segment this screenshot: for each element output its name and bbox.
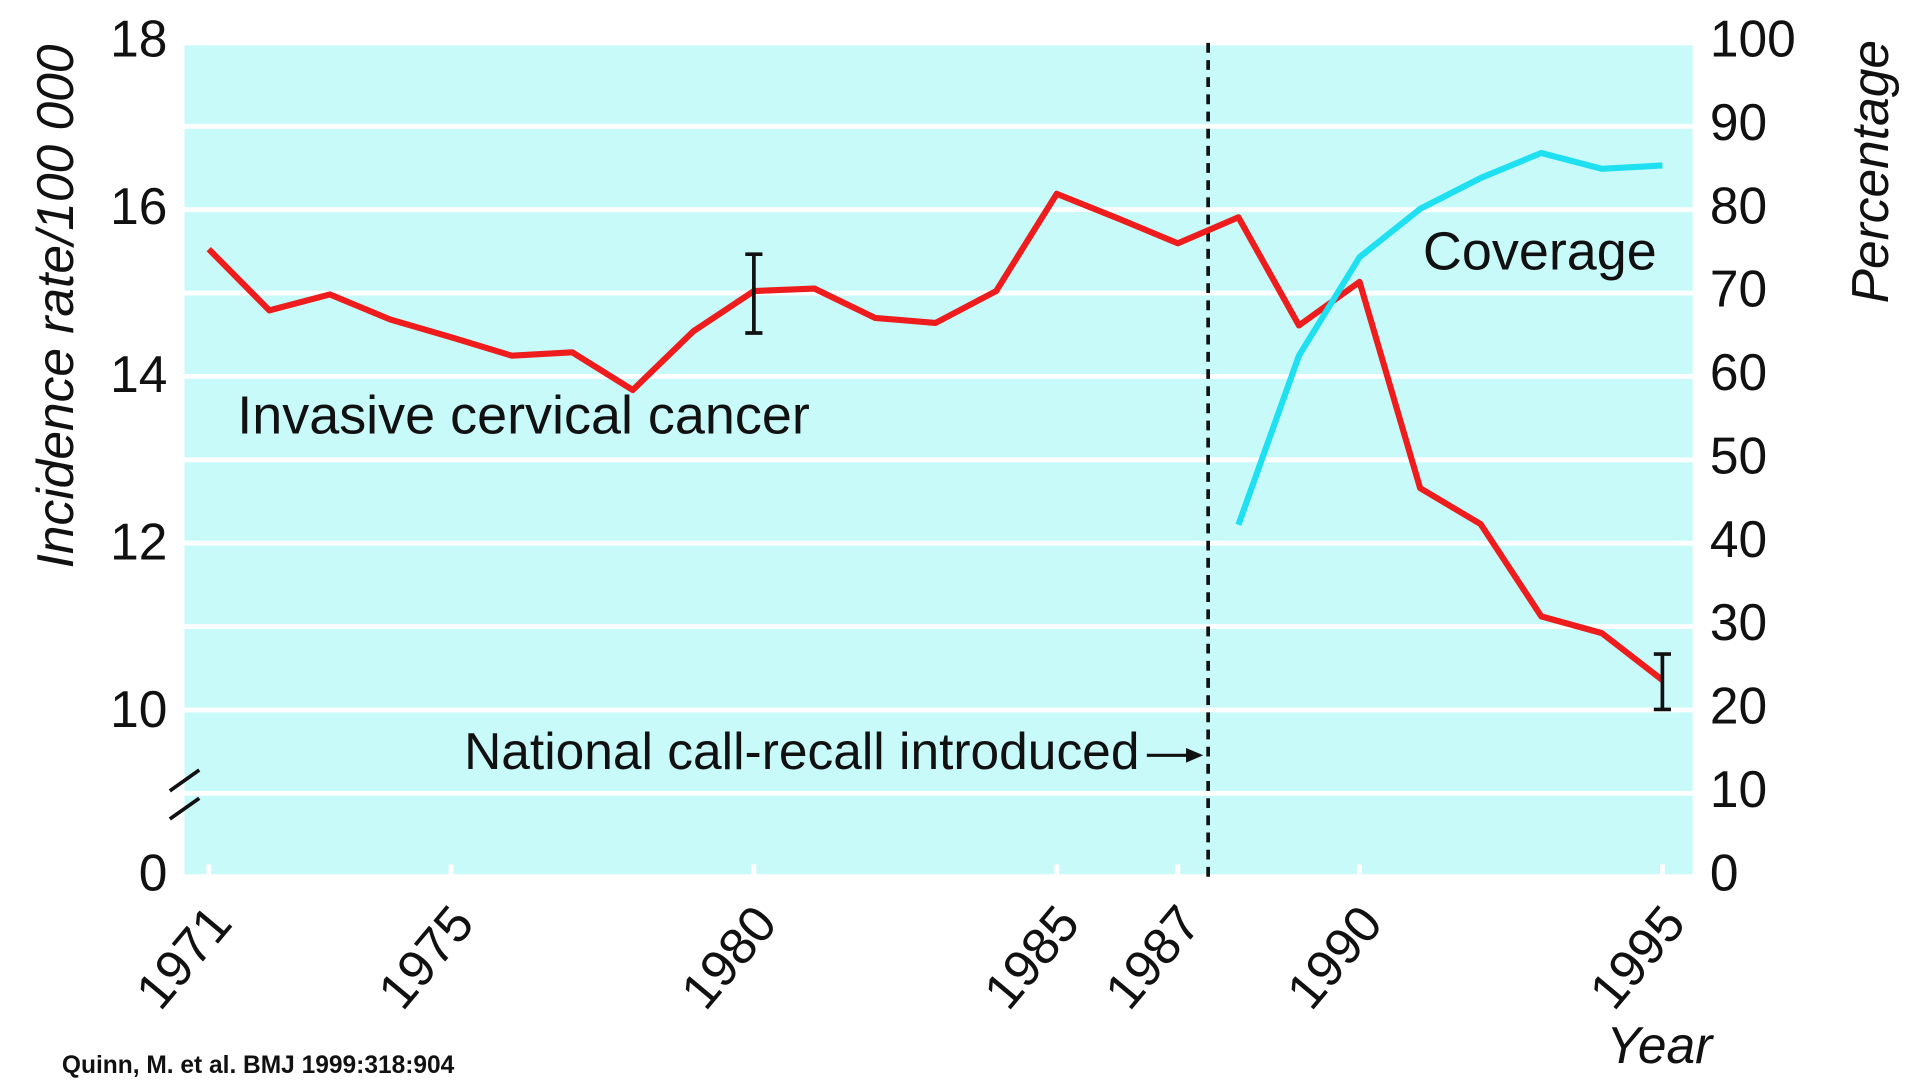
- series-line: [1235, 149, 1663, 526]
- y2-tick-label: 90: [1710, 93, 1767, 151]
- axis-break: [168, 768, 201, 793]
- series-line: [206, 190, 1665, 683]
- y2-tick-label: 60: [1710, 343, 1767, 401]
- y-tick-label: 18: [110, 10, 167, 68]
- error-bar: [1653, 652, 1671, 712]
- source: Quinn, M. et al. BMJ 1999:318:904: [62, 1052, 455, 1079]
- x-tick-label: 1971: [124, 894, 242, 1019]
- y2-tick-label: 30: [1710, 593, 1767, 651]
- x-tick-label: 1985: [972, 894, 1090, 1019]
- series-label: Coverage: [1423, 221, 1657, 281]
- y2-tick-label: 0: [1710, 843, 1739, 901]
- series-label: Invasive cervical cancer: [237, 386, 810, 446]
- y-tick-label: 0: [139, 843, 168, 901]
- event-label: National call-recall introduced: [464, 722, 1139, 780]
- error-bar: [745, 252, 763, 335]
- x-axis-label: Year: [1606, 1016, 1714, 1074]
- y-axis-label: Incidence rate/100 000: [26, 44, 84, 568]
- y2-axis-label: Percentage: [1841, 40, 1899, 303]
- y-tick-label: 14: [110, 345, 167, 403]
- y-tick-label: 12: [110, 513, 167, 571]
- y2-tick-label: 70: [1710, 260, 1767, 318]
- x-tick-label: 1975: [367, 894, 485, 1019]
- y2-tick-label: 80: [1710, 176, 1767, 234]
- y2-tick-label: 20: [1710, 677, 1767, 735]
- y-tick-label: 16: [110, 177, 167, 235]
- x-tick-label: 1987: [1093, 894, 1211, 1019]
- y2-tick-label: 50: [1710, 426, 1767, 484]
- axis-break: [168, 796, 201, 821]
- x-tick-label: 1990: [1275, 894, 1393, 1019]
- y2-tick-label: 100: [1710, 10, 1796, 68]
- y2-tick-label: 40: [1710, 510, 1767, 568]
- y-tick-label: 10: [110, 680, 167, 738]
- y2-tick-label: 10: [1710, 760, 1767, 818]
- x-tick-label: 1995: [1578, 894, 1696, 1019]
- event-arrowhead: [1186, 747, 1204, 763]
- x-tick-label: 1980: [669, 894, 787, 1019]
